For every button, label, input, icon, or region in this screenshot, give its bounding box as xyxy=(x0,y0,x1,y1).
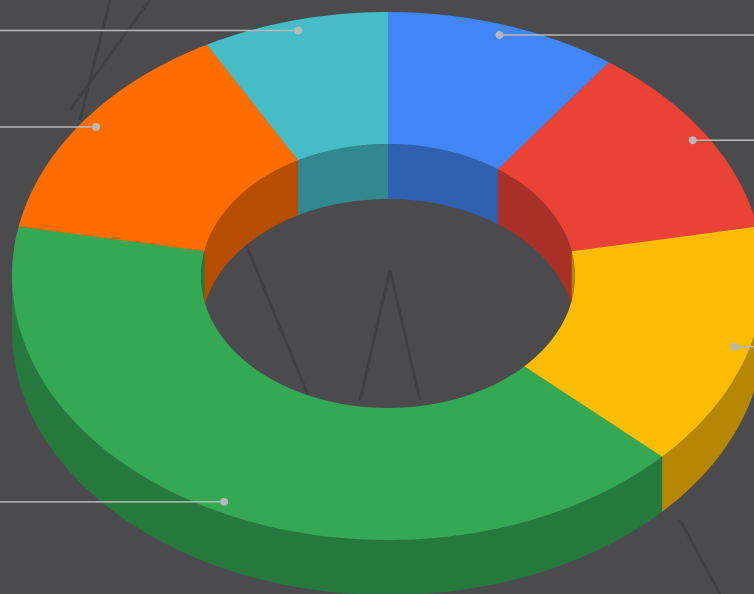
bg-line xyxy=(68,0,152,111)
bg-line xyxy=(358,269,392,401)
leader-dot xyxy=(92,123,101,132)
leader-dot xyxy=(730,342,739,351)
leader-dot xyxy=(495,30,504,39)
inner-walls xyxy=(201,144,575,331)
bg-line xyxy=(78,0,112,121)
leader-dot xyxy=(688,136,697,145)
inner-wall xyxy=(497,169,572,307)
slice xyxy=(18,44,298,252)
bg-line xyxy=(238,229,312,401)
inner-wall xyxy=(297,144,388,216)
slice xyxy=(12,226,663,540)
slice xyxy=(388,12,609,170)
outer-wall xyxy=(662,336,754,512)
inner-wall xyxy=(388,144,498,225)
leader-dot xyxy=(294,26,303,35)
bg-line xyxy=(388,269,422,401)
inner-wall xyxy=(204,160,298,307)
leader-dot xyxy=(220,497,229,506)
bg-line xyxy=(678,519,722,594)
slice xyxy=(524,226,754,457)
background-photo xyxy=(68,0,722,594)
slice xyxy=(497,62,754,252)
slice xyxy=(206,12,388,161)
outer-wall xyxy=(12,276,663,594)
donut xyxy=(0,12,754,594)
